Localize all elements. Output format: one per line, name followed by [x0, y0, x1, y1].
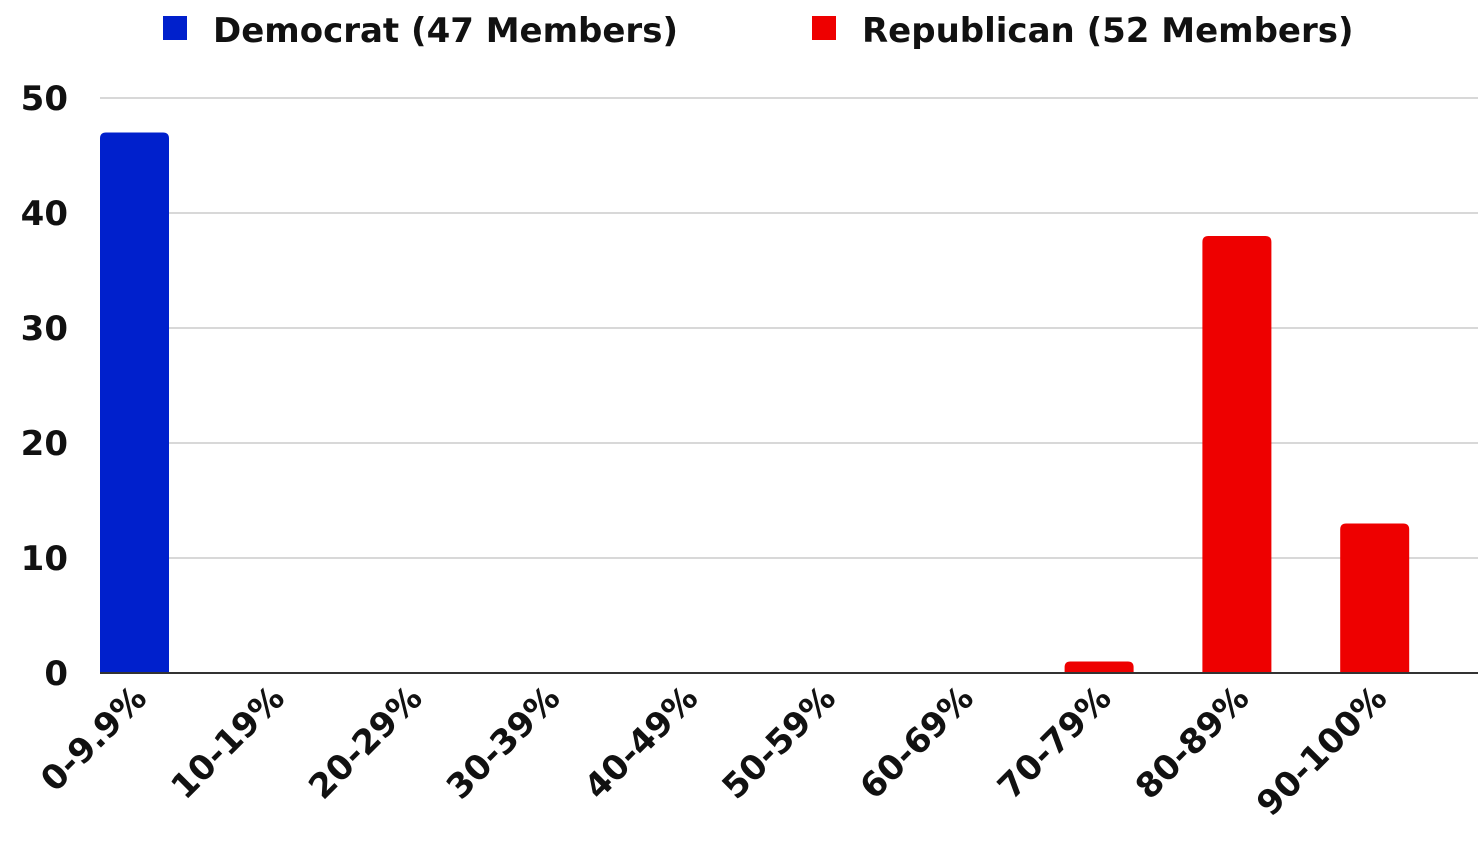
- x-tick-label-90-100%: 90-100%: [1249, 678, 1395, 824]
- x-tick-label-0-9.9%: 0-9.9%: [33, 678, 155, 800]
- x-tick-label-30-39%: 30-39%: [439, 678, 568, 807]
- legend-swatch-republican: [812, 16, 836, 40]
- x-tick-label-80-89%: 80-89%: [1128, 678, 1257, 807]
- x-axis-labels: 0-9.9% 10-19% 20-29% 30-39% 40-49% 50-59% 60-6…: [33, 678, 1395, 824]
- y-tick-label-20: 20: [21, 424, 68, 464]
- bar-democrat-0-9.9%: [100, 132, 169, 673]
- y-axis-ticks: 0 10 20 30 40 50: [21, 79, 68, 694]
- bar-republican-90-100%: [1340, 523, 1410, 673]
- x-tick-label-70-79%: 70-79%: [990, 678, 1119, 807]
- y-tick-label-30: 30: [21, 309, 68, 349]
- x-tick-label-50-59%: 50-59%: [715, 678, 844, 807]
- y-tick-label-0: 0: [44, 654, 68, 694]
- bar-republican-70-79%: [1064, 661, 1134, 673]
- x-tick-label-10-19%: 10-19%: [163, 678, 292, 807]
- x-tick-label-60-69%: 60-69%: [852, 678, 981, 807]
- legend: Democrat (47 Members) Republican (52 Memb…: [163, 11, 1354, 51]
- y-tick-label-10: 10: [21, 539, 68, 579]
- bars: [100, 132, 1410, 673]
- x-tick-label-40-49%: 40-49%: [577, 678, 706, 807]
- bar-republican-80-89%: [1202, 236, 1272, 673]
- legend-label-democrat: Democrat (47 Members): [213, 11, 678, 51]
- legend-label-republican: Republican (52 Members): [862, 11, 1354, 51]
- y-tick-label-50: 50: [21, 79, 68, 119]
- x-tick-label-20-29%: 20-29%: [301, 678, 430, 807]
- y-tick-label-40: 40: [21, 194, 68, 234]
- legend-swatch-democrat: [163, 16, 187, 40]
